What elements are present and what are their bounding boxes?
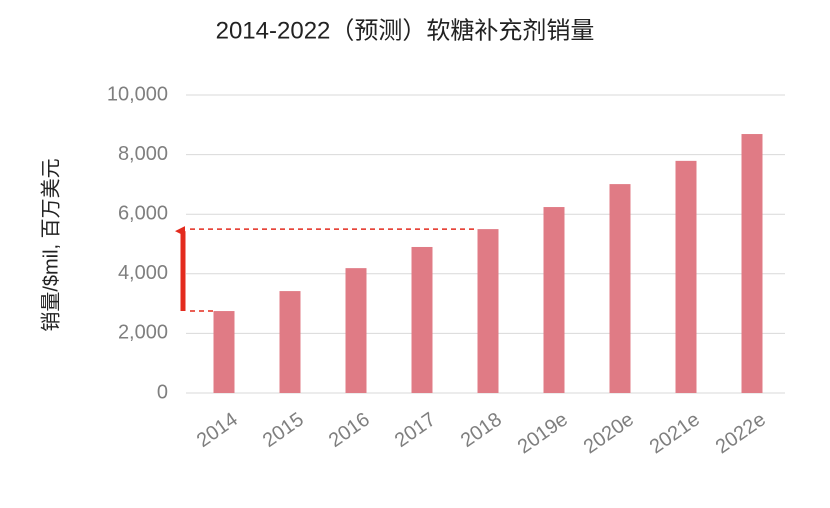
bar xyxy=(213,311,235,393)
chart-title: 2014-2022（预测）软糖补充剂销量 xyxy=(216,17,595,44)
y-tick-label: 6,000 xyxy=(118,202,168,224)
x-tick-label: 2020e xyxy=(580,408,638,458)
y-tick-label: 4,000 xyxy=(118,262,168,284)
y-tick-label: 8,000 xyxy=(118,143,168,165)
x-tick-label: 2019e xyxy=(514,408,572,458)
y-tick-label: 0 xyxy=(157,381,168,403)
x-tick-label: 2016 xyxy=(325,408,374,452)
bar xyxy=(411,246,433,393)
x-tick-label: 2022e xyxy=(712,408,770,458)
bar xyxy=(741,134,763,393)
x-tick-label: 2017 xyxy=(391,408,440,452)
bar xyxy=(609,184,631,393)
bar xyxy=(279,291,301,393)
y-tick-label: 10,000 xyxy=(107,83,168,105)
bar xyxy=(543,207,565,393)
x-tick-label: 2018 xyxy=(457,408,506,452)
x-tick-label: 2014 xyxy=(193,408,242,452)
x-tick-label: 2021e xyxy=(646,408,704,458)
bar xyxy=(345,268,367,393)
y-tick-label: 2,000 xyxy=(118,322,168,344)
bar xyxy=(675,160,697,393)
y-axis-label: 销量/$mil, 百万美元 xyxy=(39,158,62,331)
x-tick-label: 2015 xyxy=(259,408,308,452)
bar xyxy=(477,229,499,393)
